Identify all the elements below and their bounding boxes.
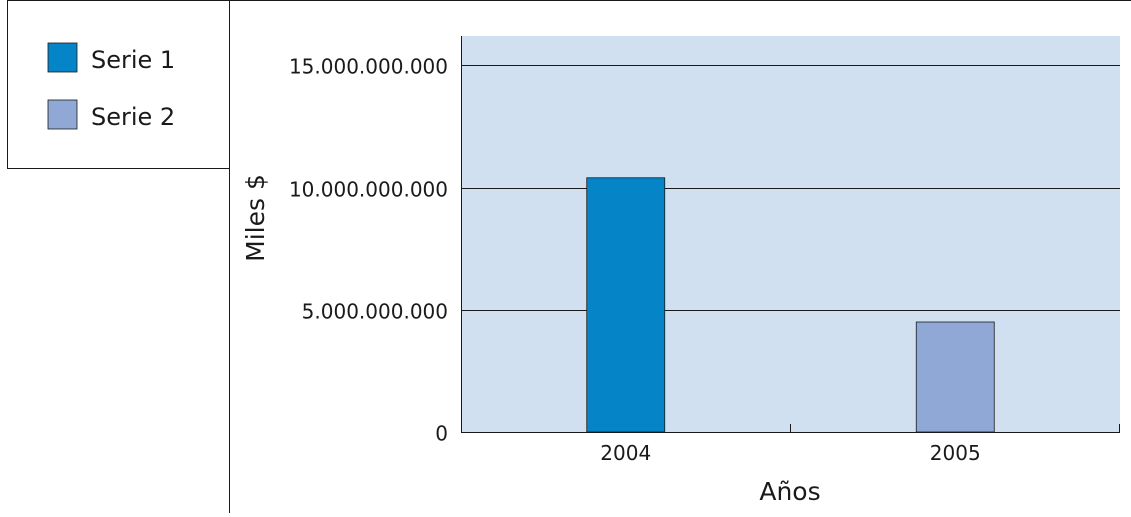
legend-label-serie-1: Serie 1 <box>91 46 175 74</box>
legend: Serie 1 Serie 2 <box>7 0 230 169</box>
y-tick-label: 5.000.000.000 <box>302 300 448 324</box>
gridlines <box>461 65 1120 311</box>
y-tick-label: 15.000.000.000 <box>289 55 448 79</box>
y-tick-label: 0 <box>435 422 448 446</box>
y-tick-label: 10.000.000.000 <box>289 178 448 202</box>
x-tick-label: 2004 <box>600 441 651 465</box>
legend-swatch-serie-2 <box>47 99 78 130</box>
legend-label-serie-2: Serie 2 <box>91 103 175 131</box>
x-axis-label: Años <box>759 477 820 506</box>
x-tick-label: 2005 <box>930 441 981 465</box>
bar-serie-2-2005 <box>915 321 995 433</box>
bars <box>586 177 995 433</box>
plot-area <box>461 36 1120 432</box>
y-axis-ticks: 0 5.000.000.000 10.000.000.000 15.000.000.0… <box>289 55 448 446</box>
y-axis-label: Miles $ <box>241 174 270 262</box>
bar-serie-1-2004 <box>586 177 666 433</box>
legend-swatch-serie-1 <box>47 42 78 73</box>
legend-box <box>7 0 230 169</box>
x-axis-ticks: 2004 2005 <box>600 424 1120 465</box>
